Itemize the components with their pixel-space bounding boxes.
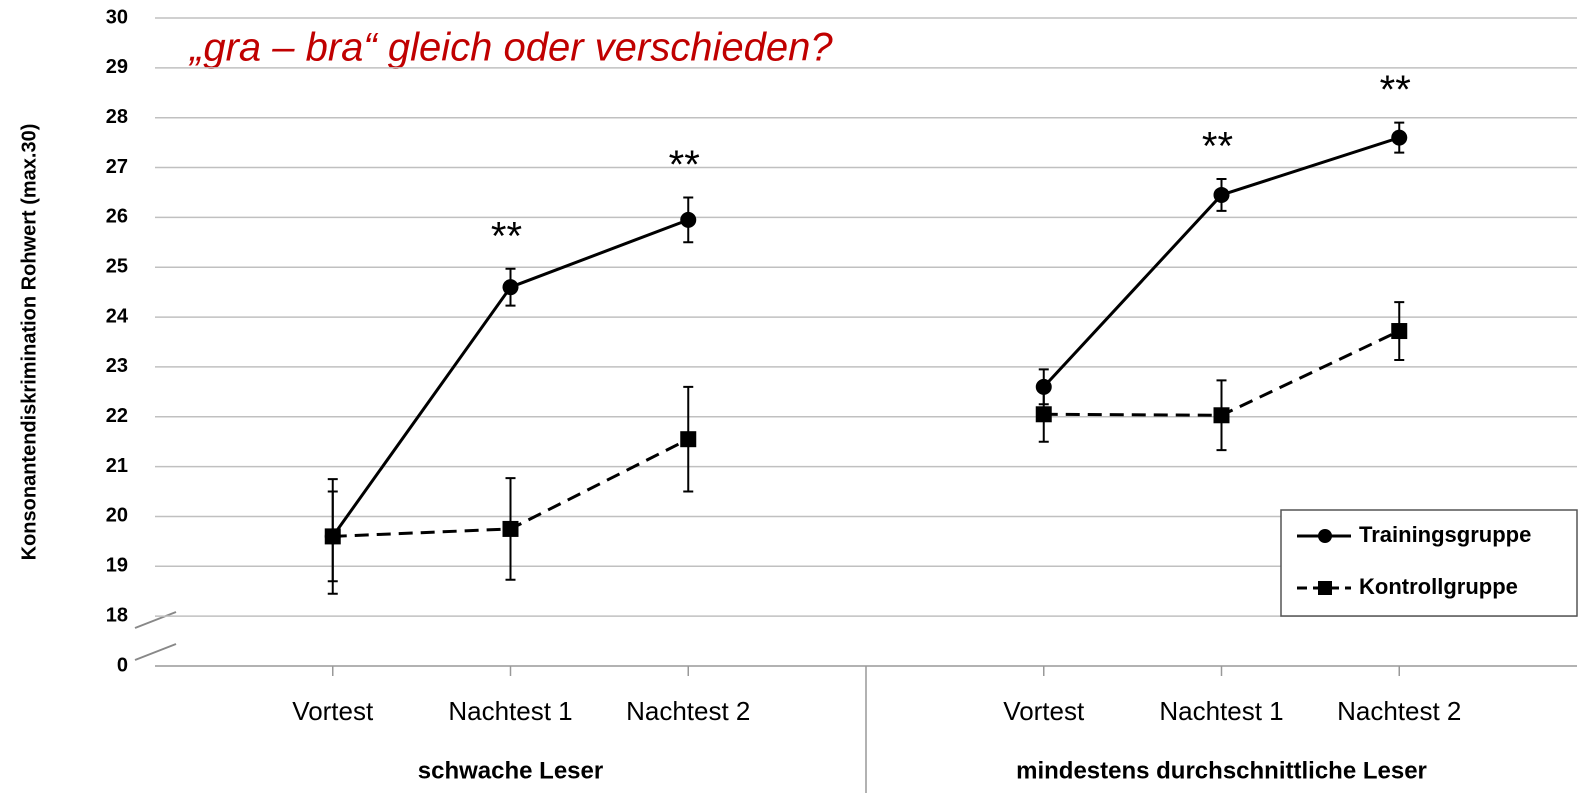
group-label: mindestens durchschnittliche Leser	[1016, 757, 1427, 784]
axis-break	[134, 643, 177, 661]
y-tick-label: 27	[106, 156, 128, 178]
x-tick-label: Nachtest 1	[448, 696, 572, 726]
y-tick-label: 22	[106, 405, 128, 427]
group-label: schwache Leser	[418, 757, 603, 784]
chart-title: „gra – bra“ gleich oder verschieden?	[188, 26, 833, 70]
marker	[1318, 529, 1332, 543]
marker	[680, 211, 697, 228]
y-tick-label: 29	[106, 56, 128, 78]
y-tick-label: 24	[106, 305, 129, 327]
x-tick-label: Nachtest 2	[626, 696, 750, 726]
marker	[1391, 323, 1408, 340]
x-tick-label: Vortest	[292, 696, 374, 726]
significance-label: **	[1202, 125, 1233, 169]
x-tick-label: Nachtest 1	[1159, 696, 1283, 726]
y-tick-label: 0	[117, 654, 128, 676]
y-tick-label: 23	[106, 355, 128, 377]
marker	[1318, 581, 1332, 595]
marker	[680, 431, 697, 448]
marker	[1391, 129, 1408, 146]
significance-label: **	[1380, 68, 1411, 112]
line	[1042, 136, 1400, 388]
y-tick-label: 21	[106, 455, 128, 477]
marker	[324, 528, 341, 545]
significance-label: **	[669, 143, 700, 187]
y-axis-label: Konsonantendiskrimination Rohwert (max.3…	[18, 124, 40, 561]
axis-break	[134, 611, 177, 629]
legend-label: Kontrollgruppe	[1359, 574, 1518, 599]
marker	[1213, 407, 1230, 424]
y-tick-label: 18	[106, 604, 128, 626]
y-tick-label: 28	[106, 106, 128, 128]
significance-label: **	[491, 214, 522, 258]
y-tick-label: 25	[106, 256, 128, 278]
marker	[1035, 406, 1052, 423]
legend-label: Trainingsgruppe	[1359, 522, 1531, 547]
y-tick-label: 19	[106, 555, 128, 577]
marker	[502, 279, 519, 296]
legend-box	[1280, 509, 1578, 617]
x-tick-label: Nachtest 2	[1337, 696, 1461, 726]
marker	[1213, 186, 1230, 203]
x-tick-label: Vortest	[1003, 696, 1085, 726]
y-tick-label: 26	[106, 206, 128, 228]
y-tick-label: 20	[106, 505, 128, 527]
marker	[502, 520, 519, 537]
y-tick-label: 30	[106, 6, 128, 28]
